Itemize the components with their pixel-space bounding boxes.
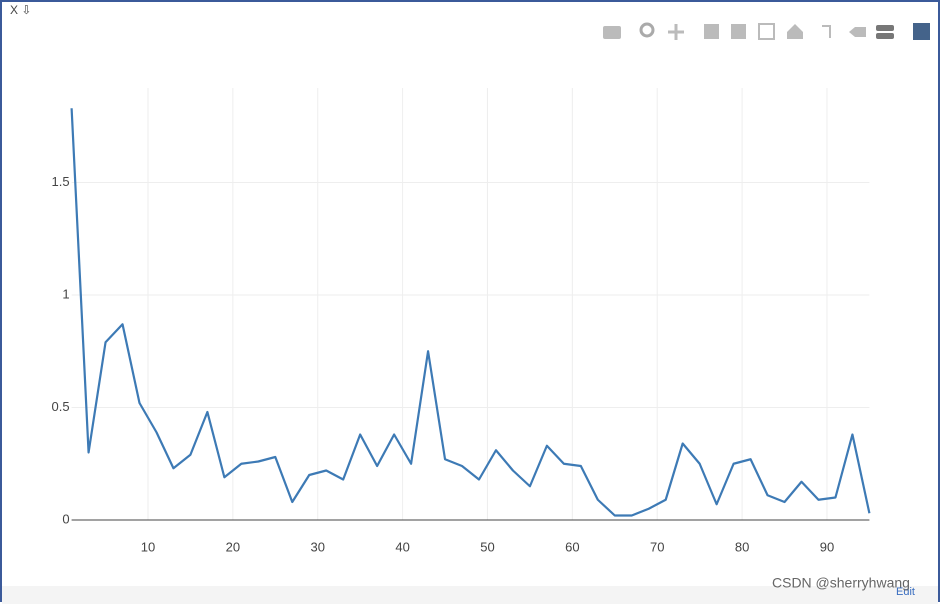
x-tick-label: 30 (310, 539, 324, 554)
spike-icon[interactable] (822, 25, 831, 38)
zoom-in-icon[interactable] (704, 24, 719, 39)
x-tick-label: 40 (395, 539, 409, 554)
toolbar (603, 22, 930, 40)
data-line (70, 108, 871, 517)
x-tick-label: 20 (226, 539, 240, 554)
edit-link[interactable]: Edit (896, 586, 915, 598)
x-tick-label: 90 (820, 539, 834, 554)
autoscale-icon[interactable] (758, 23, 775, 40)
y-tick-label: 1.5 (52, 174, 70, 189)
hover-compare-icon[interactable] (876, 33, 894, 39)
plotly-logo[interactable] (913, 23, 930, 40)
zoom-icon[interactable] (639, 22, 655, 38)
home-icon[interactable] (787, 24, 803, 39)
y-tick-label: 0 (62, 511, 69, 526)
x-tick-label: 10 (141, 539, 155, 554)
y-tick-label: 0.5 (52, 399, 70, 414)
hover-compare-icon[interactable] (876, 25, 894, 31)
x-tick-label: 70 (650, 539, 664, 554)
x-tick-label: 50 (480, 539, 494, 554)
hover-closest-icon[interactable] (849, 27, 866, 37)
corner-label: X ⇩ (10, 3, 31, 17)
watermark: CSDN @sherryhwang (772, 575, 910, 591)
camera-icon[interactable] (603, 26, 621, 39)
zoom-out-icon[interactable] (731, 24, 746, 39)
status-strip (2, 586, 938, 604)
pan-icon[interactable] (668, 24, 684, 40)
x-tick-label: 60 (565, 539, 579, 554)
x-tick-label: 80 (735, 539, 749, 554)
y-tick-label: 1 (62, 286, 69, 301)
